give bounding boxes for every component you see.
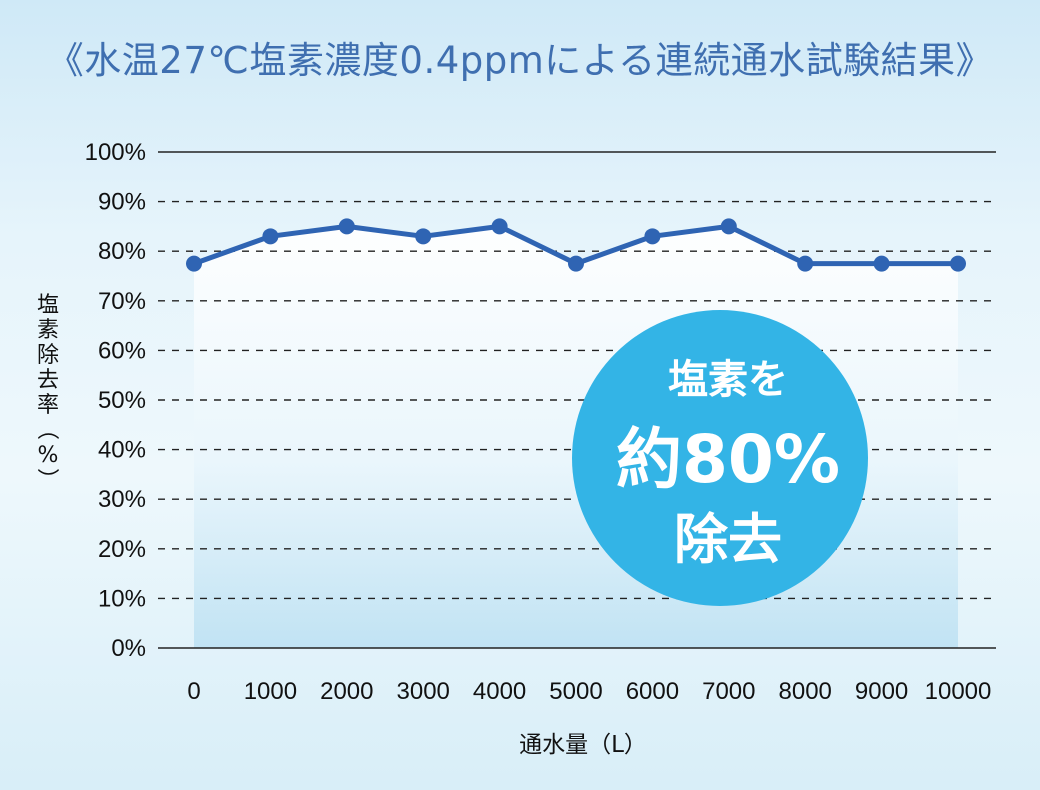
x-tick-label: 7000 — [702, 678, 755, 705]
data-point — [568, 255, 584, 272]
y-axis-label-char: 除 — [37, 343, 59, 368]
x-tick-label: 3000 — [397, 678, 450, 705]
chart-title: 《水温27℃塩素濃度0.4ppmによる連続通水試験結果》 — [46, 39, 994, 82]
y-tick-label: 80% — [98, 238, 146, 265]
y-axis-ticks: 0% 10% 20% 30% 40% 50% 60% 70% 80% 90% 100% — [85, 139, 146, 662]
y-tick-label: 40% — [98, 437, 146, 464]
x-axis-ticks: 0 1000 2000 3000 4000 5000 6000 7000 8000 9000 100… — [187, 678, 991, 705]
data-point — [186, 255, 202, 272]
y-axis-label-char: （ — [34, 418, 59, 440]
y-tick-label: 90% — [98, 189, 146, 216]
y-tick-label: 30% — [98, 486, 146, 513]
y-axis-label-char: % — [38, 443, 59, 468]
data-point — [338, 218, 355, 235]
x-tick-label: 10000 — [925, 678, 992, 705]
data-point — [873, 255, 890, 272]
y-tick-label: 10% — [98, 585, 146, 612]
grid-lines — [158, 151, 996, 649]
badge-line-3: 除去 — [674, 508, 782, 571]
y-tick-label: 70% — [98, 288, 146, 315]
y-axis-label-char: 去 — [37, 368, 59, 393]
data-point — [950, 255, 966, 272]
y-tick-label: 50% — [98, 387, 146, 414]
y-tick-label: 20% — [98, 536, 146, 563]
x-tick-label: 5000 — [549, 678, 602, 705]
data-point — [262, 228, 279, 245]
x-tick-label: 6000 — [626, 678, 679, 705]
data-point — [797, 255, 814, 272]
badge-line-1: 塩素を — [668, 357, 788, 403]
x-axis-label: 通水量（L） — [519, 732, 647, 758]
y-tick-label: 0% — [111, 635, 146, 662]
data-series — [186, 218, 966, 272]
badge-line-2: 約80% — [616, 421, 840, 498]
x-tick-label: 8000 — [779, 678, 832, 705]
data-point — [415, 228, 432, 245]
x-tick-label: 0 — [187, 678, 200, 705]
summary-badge: 塩素を 約80% 除去 — [572, 310, 868, 606]
y-tick-label: 60% — [98, 337, 146, 364]
y-axis-label-char: 率 — [37, 393, 59, 418]
y-tick-label: 100% — [85, 139, 146, 166]
x-tick-label: 4000 — [473, 678, 526, 705]
y-axis-label-char: 塩 — [37, 293, 59, 318]
y-axis-label-char: 素 — [37, 318, 59, 343]
x-tick-label: 2000 — [320, 678, 373, 705]
data-point — [491, 218, 508, 235]
x-tick-label: 9000 — [855, 678, 908, 705]
y-axis-label-char: ） — [34, 468, 59, 490]
data-point — [720, 218, 737, 235]
x-tick-label: 1000 — [244, 678, 297, 705]
data-point — [644, 228, 661, 245]
